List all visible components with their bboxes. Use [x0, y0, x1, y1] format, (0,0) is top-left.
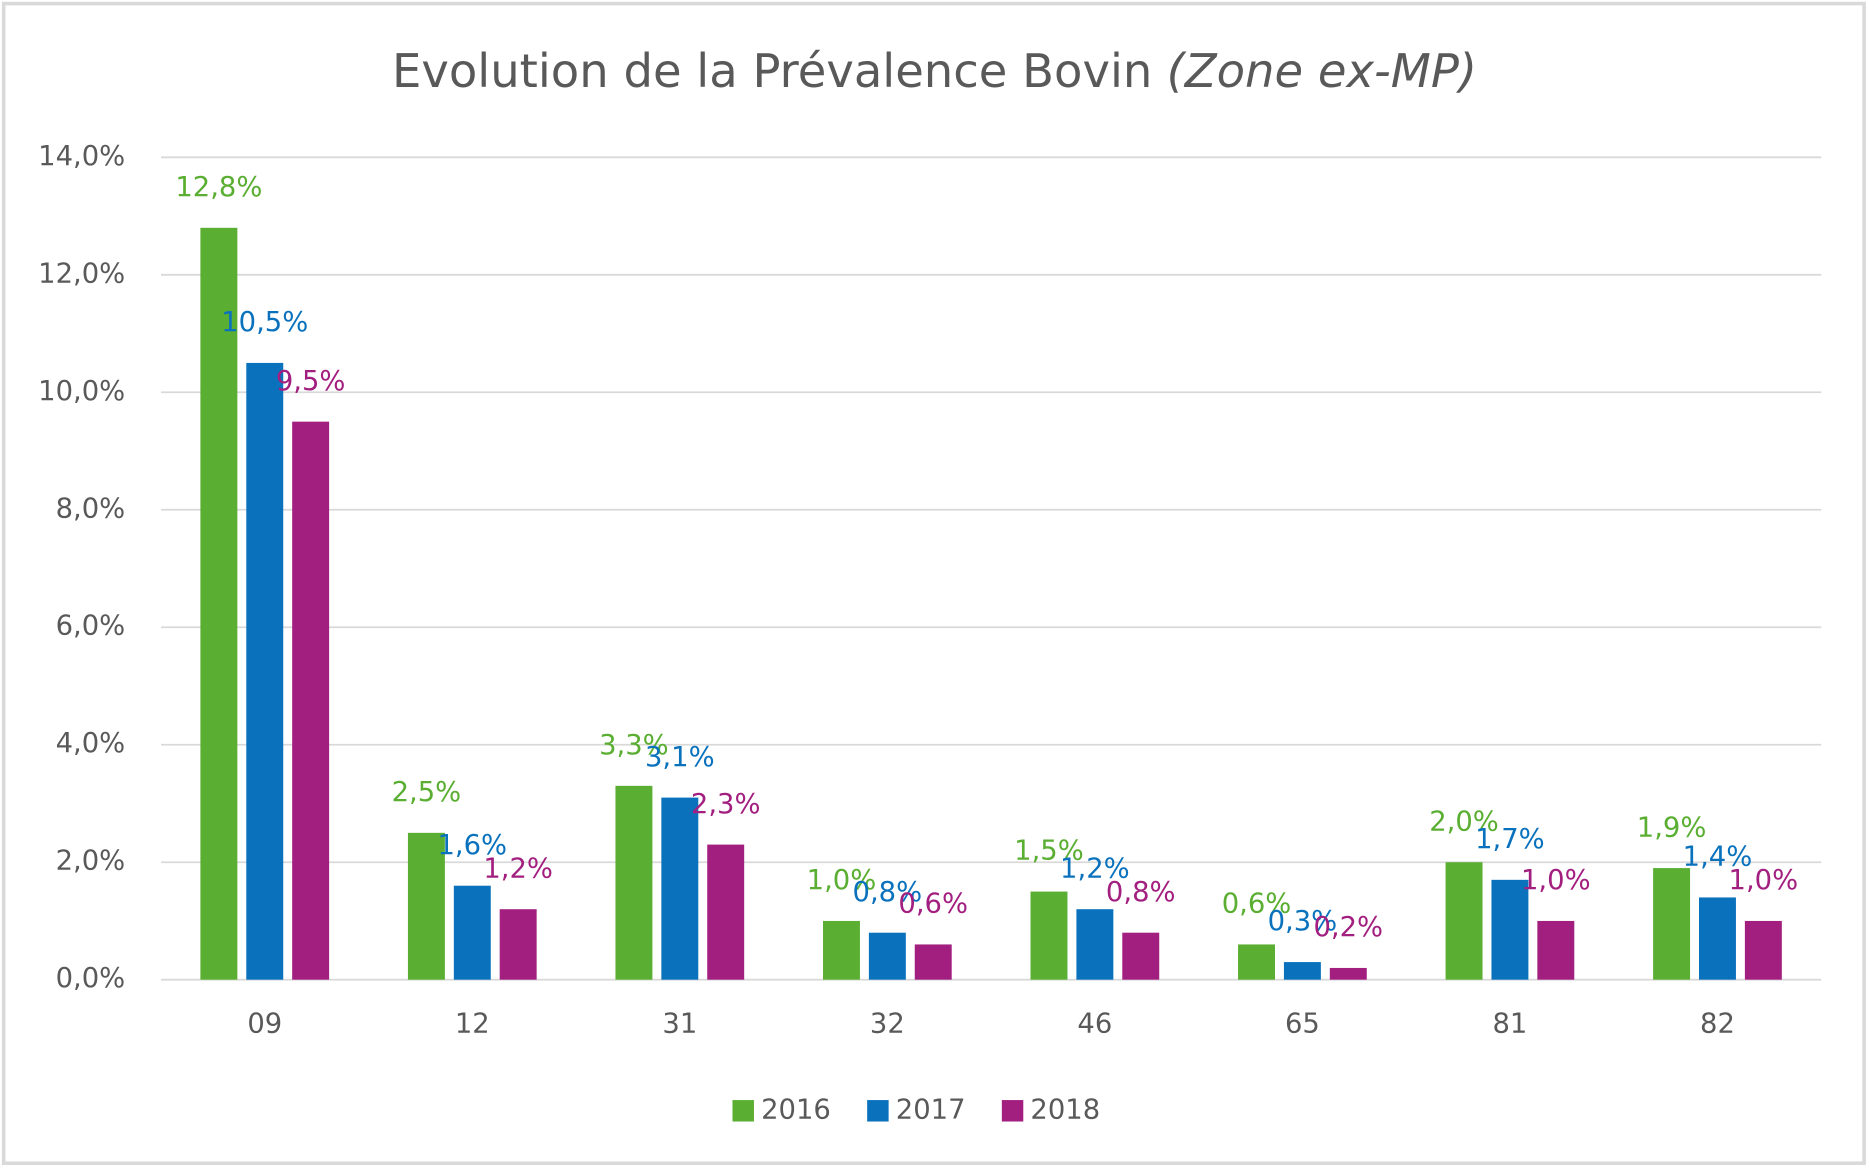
- data-label: 1,0%: [1729, 865, 1799, 896]
- bar: [499, 909, 537, 980]
- bar: [1445, 862, 1483, 980]
- legend-label: 2016: [761, 1094, 831, 1125]
- data-label: 0,8%: [853, 877, 923, 908]
- data-label: 0,6%: [1222, 889, 1292, 920]
- y-tick-label: 2,0%: [56, 846, 126, 877]
- bar: [1238, 944, 1275, 980]
- chart-title: Evolution de la Prévalence Bovin (Zone ex…: [392, 43, 1477, 97]
- y-tick-label: 12,0%: [38, 258, 125, 289]
- bar: [1653, 868, 1691, 980]
- data-label: 1,0%: [1521, 865, 1591, 896]
- bar: [868, 932, 906, 980]
- bar: [822, 920, 860, 980]
- x-tick-label: 46: [1077, 1008, 1112, 1039]
- data-label: 1,4%: [1683, 842, 1753, 873]
- bar: [1283, 962, 1321, 980]
- data-label: 0,8%: [1106, 877, 1176, 908]
- bar: [914, 944, 952, 980]
- bar: [1122, 932, 1160, 980]
- data-label: 9,5%: [276, 366, 346, 397]
- data-label: 2,5%: [392, 777, 462, 808]
- data-label: 0,6%: [898, 889, 968, 920]
- data-label: 1,2%: [1060, 853, 1130, 884]
- y-tick-label: 6,0%: [56, 611, 126, 642]
- bar: [246, 362, 284, 980]
- y-tick-label: 4,0%: [56, 728, 126, 759]
- x-tick-label: 82: [1700, 1008, 1735, 1039]
- legend-swatch: [867, 1100, 889, 1122]
- bar: [453, 885, 491, 980]
- title-main: Evolution de la Prévalence Bovin: [392, 43, 1152, 97]
- data-label: 3,1%: [645, 742, 715, 773]
- bar: [1076, 909, 1114, 980]
- data-label: 1,2%: [483, 853, 553, 884]
- y-tick-label: 10,0%: [38, 376, 125, 407]
- data-label: 10,5%: [221, 307, 308, 338]
- legend-label: 2018: [1030, 1094, 1100, 1125]
- x-tick-label: 12: [455, 1008, 490, 1039]
- bar: [1030, 891, 1068, 980]
- x-tick-label: 81: [1492, 1008, 1527, 1039]
- bar: [292, 421, 330, 980]
- data-label: 1,9%: [1637, 812, 1707, 843]
- bar: [1537, 920, 1575, 980]
- bar: [1744, 920, 1782, 980]
- data-label: 1,5%: [1014, 836, 1084, 867]
- x-tick-label: 65: [1285, 1008, 1320, 1039]
- data-label: 1,6%: [437, 830, 507, 861]
- data-label: 2,0%: [1429, 806, 1499, 837]
- x-tick-label: 32: [870, 1008, 905, 1039]
- data-label: 1,0%: [807, 865, 877, 896]
- x-tick-label: 31: [662, 1008, 697, 1039]
- data-label: 3,3%: [599, 730, 669, 761]
- bar: [707, 844, 745, 980]
- title-note: (Zone ex-MP): [1167, 43, 1477, 97]
- legend-swatch: [1001, 1100, 1024, 1122]
- legend-label: 2017: [896, 1094, 966, 1125]
- data-label: 0,3%: [1268, 906, 1338, 937]
- data-label: 1,7%: [1475, 824, 1545, 855]
- bar: [1329, 967, 1367, 980]
- bar: [200, 227, 238, 980]
- bar: [1491, 879, 1529, 980]
- data-label: 2,3%: [691, 789, 761, 820]
- bar: [661, 797, 699, 980]
- y-tick-label: 14,0%: [38, 141, 125, 172]
- data-label: 12,8%: [175, 172, 262, 203]
- bar: [1698, 897, 1736, 980]
- data-label: 0,2%: [1313, 912, 1383, 943]
- y-tick-label: 8,0%: [56, 493, 126, 524]
- x-tick-label: 09: [247, 1008, 282, 1039]
- bar: [407, 832, 445, 980]
- bar: [615, 785, 653, 980]
- y-tick-label: 0,0%: [56, 963, 126, 994]
- legend-swatch: [732, 1100, 754, 1122]
